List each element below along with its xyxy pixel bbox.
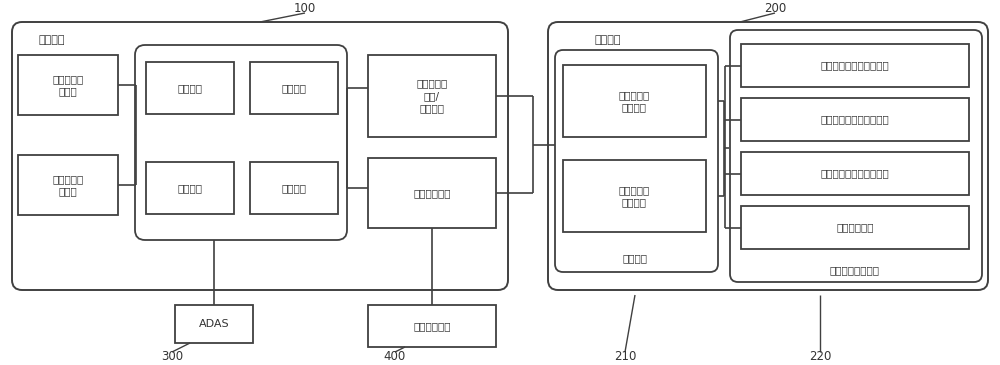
Text: 后台系统: 后台系统 bbox=[595, 35, 621, 45]
Bar bbox=[175, 305, 253, 343]
Text: 300: 300 bbox=[161, 350, 183, 362]
FancyBboxPatch shape bbox=[730, 30, 982, 282]
Text: 车机系统: 车机系统 bbox=[39, 35, 65, 45]
Bar bbox=[741, 206, 969, 249]
Text: 车辆系统: 车辆系统 bbox=[622, 253, 648, 263]
Bar bbox=[146, 62, 234, 114]
Bar bbox=[250, 62, 338, 114]
Text: 图像采集装置: 图像采集装置 bbox=[413, 321, 451, 331]
Text: 车辆登记模块: 车辆登记模块 bbox=[836, 223, 874, 233]
Bar bbox=[250, 162, 338, 214]
Text: ADAS: ADAS bbox=[199, 319, 229, 329]
Text: 100: 100 bbox=[294, 3, 316, 15]
Text: 获取模块: 获取模块 bbox=[178, 83, 202, 93]
Bar bbox=[741, 44, 969, 87]
Text: 驾驶行为识
别模块: 驾驶行为识 别模块 bbox=[52, 74, 84, 96]
Bar bbox=[368, 55, 496, 137]
Bar bbox=[563, 65, 706, 137]
Text: 400: 400 bbox=[384, 350, 406, 362]
Text: 设定模块: 设定模块 bbox=[178, 183, 202, 193]
Text: 驾驶员信息
转发模块: 驾驶员信息 转发模块 bbox=[618, 185, 650, 207]
Text: 驾驶员身份属性识别模块: 驾驶员身份属性识别模块 bbox=[821, 61, 889, 70]
Text: 情绪状态识
别模块: 情绪状态识 别模块 bbox=[52, 174, 84, 196]
Text: 车辆图像或视频采集模块: 车辆图像或视频采集模块 bbox=[821, 169, 889, 178]
Text: 判断模块: 判断模块 bbox=[282, 183, 306, 193]
Text: 人脸检测模块: 人脸检测模块 bbox=[413, 188, 451, 198]
Bar bbox=[741, 152, 969, 195]
Bar bbox=[18, 155, 118, 215]
Bar bbox=[741, 98, 969, 141]
Bar bbox=[146, 162, 234, 214]
FancyBboxPatch shape bbox=[555, 50, 718, 272]
Bar bbox=[368, 305, 496, 347]
Text: 驾驶员信息
接收模块: 驾驶员信息 接收模块 bbox=[618, 90, 650, 112]
FancyBboxPatch shape bbox=[135, 45, 347, 240]
Text: 车辆图像或视频识别模块: 车辆图像或视频识别模块 bbox=[821, 115, 889, 124]
Text: 220: 220 bbox=[809, 350, 831, 362]
Text: 确定模块: 确定模块 bbox=[282, 83, 306, 93]
Bar bbox=[18, 55, 118, 115]
Text: 200: 200 bbox=[764, 3, 786, 15]
FancyBboxPatch shape bbox=[548, 22, 988, 290]
Text: 210: 210 bbox=[614, 350, 636, 362]
Text: 公安交通管理系统: 公安交通管理系统 bbox=[829, 265, 879, 275]
Bar bbox=[368, 158, 496, 228]
FancyBboxPatch shape bbox=[12, 22, 508, 290]
Text: 驾驶员信息
请求/
接收模块: 驾驶员信息 请求/ 接收模块 bbox=[416, 78, 448, 114]
Bar bbox=[563, 160, 706, 232]
